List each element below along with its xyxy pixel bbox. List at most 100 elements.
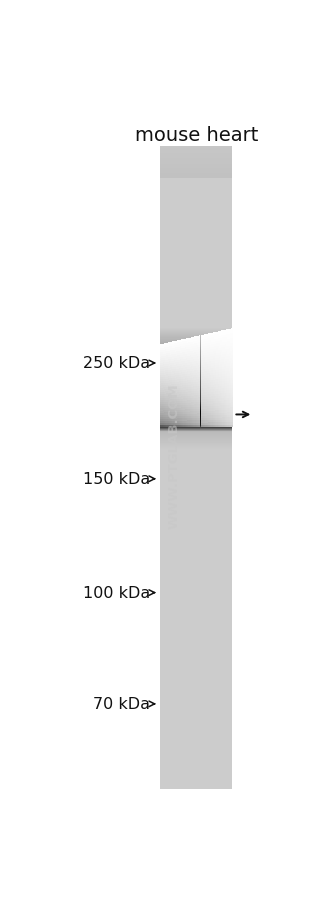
Bar <box>207 369 208 372</box>
Bar <box>209 338 210 341</box>
Bar <box>160 377 232 378</box>
Bar <box>198 354 199 357</box>
Bar <box>195 380 196 382</box>
Bar <box>170 393 171 396</box>
Bar <box>160 667 232 669</box>
Bar <box>219 348 220 351</box>
Bar <box>205 346 207 348</box>
Bar <box>201 402 202 405</box>
Bar <box>201 356 202 359</box>
Bar <box>160 658 232 659</box>
Bar <box>179 382 180 384</box>
Bar <box>160 556 232 557</box>
Bar <box>219 339 220 341</box>
Bar <box>189 426 191 428</box>
Bar <box>215 346 216 349</box>
Bar <box>176 344 177 345</box>
Bar <box>210 372 212 373</box>
Bar <box>222 350 224 353</box>
Bar <box>174 412 175 415</box>
Bar <box>225 374 226 376</box>
Bar <box>199 423 201 426</box>
Bar <box>188 352 189 354</box>
Bar <box>186 359 187 361</box>
Bar <box>168 388 169 390</box>
Bar <box>227 386 228 389</box>
Bar <box>225 372 226 374</box>
Bar <box>160 192 232 194</box>
Bar <box>165 375 166 377</box>
Bar <box>185 350 186 353</box>
Bar <box>160 379 232 380</box>
Bar <box>212 381 213 382</box>
Bar <box>195 396 196 399</box>
Bar <box>179 386 180 389</box>
Bar <box>179 417 180 419</box>
Bar <box>160 346 232 348</box>
Bar <box>160 315 232 316</box>
Bar <box>221 409 222 410</box>
Bar <box>224 401 225 403</box>
Bar <box>225 357 226 360</box>
Bar <box>181 371 182 373</box>
Bar <box>188 423 189 426</box>
Bar <box>160 443 232 444</box>
Bar <box>163 382 164 384</box>
Bar <box>174 417 175 419</box>
Bar <box>214 373 215 375</box>
Bar <box>160 647 232 648</box>
Bar <box>160 425 232 426</box>
Bar <box>160 515 232 516</box>
Bar <box>164 371 165 373</box>
Bar <box>187 383 188 385</box>
Bar <box>227 389 228 391</box>
Bar <box>199 393 201 396</box>
Bar <box>220 365 221 367</box>
Bar <box>160 283 232 284</box>
Bar <box>166 366 168 369</box>
Bar <box>160 614 232 615</box>
Bar <box>197 354 198 357</box>
Bar <box>209 381 210 383</box>
Bar <box>224 406 225 409</box>
Bar <box>160 757 232 758</box>
Bar <box>197 373 198 375</box>
Bar <box>166 363 168 364</box>
Bar <box>204 345 205 346</box>
Bar <box>192 414 193 417</box>
Bar <box>160 275 232 276</box>
Bar <box>160 484 232 486</box>
Bar <box>222 423 224 425</box>
Bar <box>165 354 166 356</box>
Bar <box>212 423 213 426</box>
Bar <box>160 759 232 760</box>
Bar <box>216 358 218 361</box>
Bar <box>160 473 232 474</box>
Bar <box>186 361 187 364</box>
Bar <box>171 376 172 379</box>
Bar <box>182 371 183 373</box>
Bar <box>160 424 232 425</box>
Bar <box>160 249 232 250</box>
Bar <box>160 717 232 718</box>
Bar <box>191 391 192 394</box>
Bar <box>160 604 232 606</box>
Bar <box>209 407 210 409</box>
Bar <box>183 362 185 364</box>
Bar <box>172 342 174 345</box>
Bar <box>226 403 227 406</box>
Bar <box>174 354 175 357</box>
Bar <box>201 343 202 345</box>
Bar <box>188 390 189 392</box>
Bar <box>213 400 214 401</box>
Bar <box>171 406 172 409</box>
Bar <box>199 356 201 359</box>
Bar <box>177 369 179 372</box>
Bar <box>172 357 174 359</box>
Bar <box>227 383 228 386</box>
Bar <box>219 346 220 348</box>
Bar <box>201 373 202 375</box>
Bar <box>162 375 163 378</box>
Bar <box>160 401 232 402</box>
Bar <box>191 364 192 367</box>
